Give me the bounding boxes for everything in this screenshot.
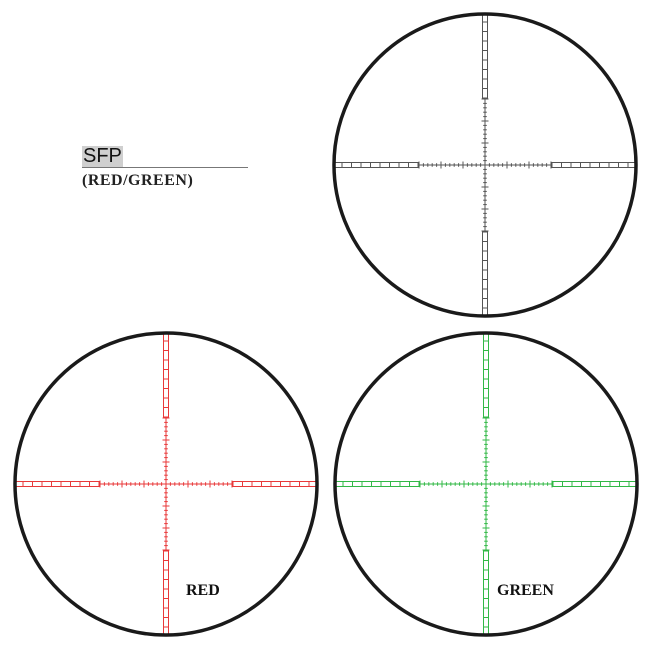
reticle-post [334, 162, 419, 168]
reticle-post [482, 14, 488, 99]
scope-ring [333, 331, 639, 637]
reticle-post [335, 481, 420, 487]
reticle-post [552, 481, 637, 487]
reticle-post [232, 481, 317, 487]
reticle-post [163, 550, 169, 635]
reticle-post [483, 550, 489, 635]
reticle-post [163, 333, 169, 418]
reticle-black [332, 12, 638, 318]
reticle-post [482, 231, 488, 316]
reticle-post [15, 481, 100, 487]
subtitle: (RED/GREEN) [82, 172, 194, 189]
reticle-red [13, 331, 319, 637]
scope-ring [13, 331, 319, 637]
title-underline [82, 167, 248, 168]
green-label: GREEN [497, 582, 554, 599]
scope-ring [332, 12, 638, 318]
reticle-green [333, 331, 639, 637]
red-label: RED [186, 582, 220, 599]
reticle-post [483, 333, 489, 418]
title: SFP [82, 145, 123, 167]
reticle-post [551, 162, 636, 168]
